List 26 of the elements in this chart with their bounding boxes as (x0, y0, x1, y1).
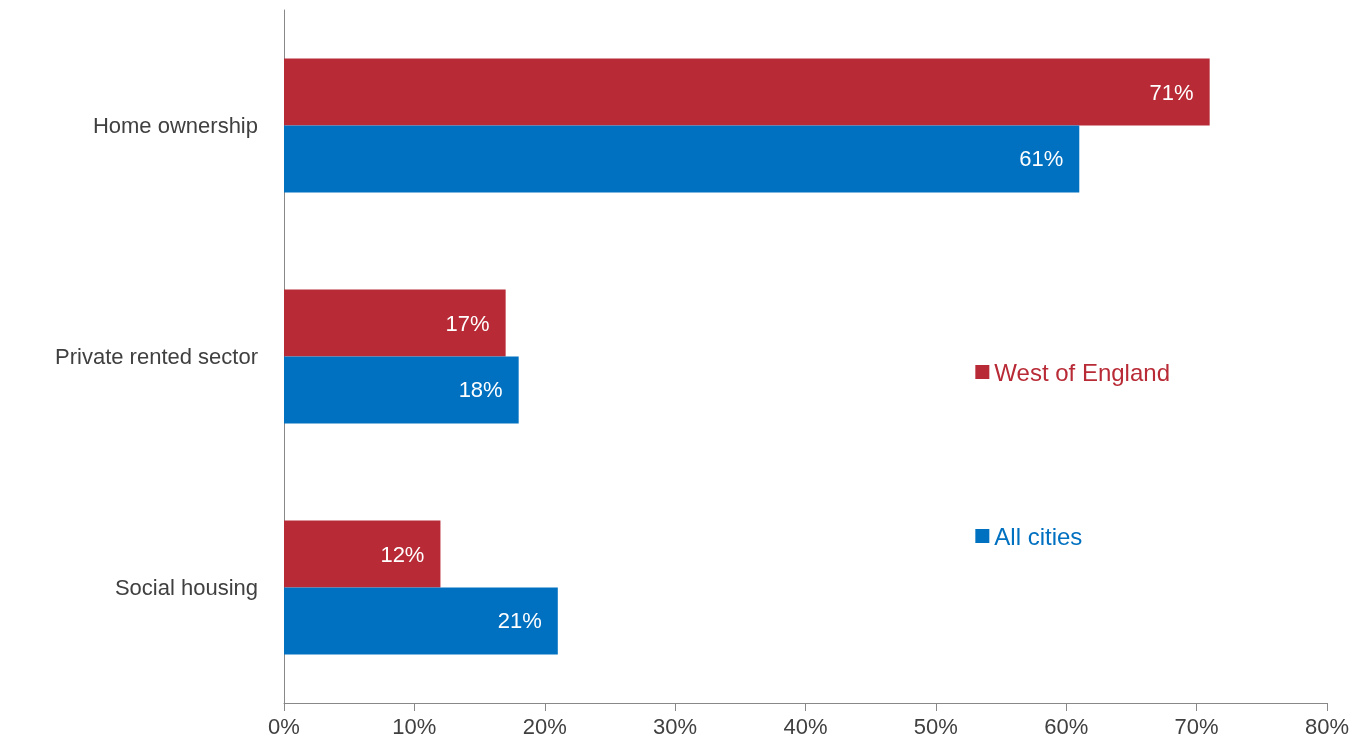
x-tick-label: 50% (913, 713, 958, 739)
y-tick-label: Private rented sector (55, 344, 258, 369)
x-tick-label: 40% (783, 713, 828, 739)
x-tick-label: 20% (522, 713, 567, 739)
x-tick-label: 10% (392, 713, 437, 739)
data-label: 17% (445, 310, 490, 336)
data-label: 71% (1149, 79, 1194, 105)
x-tick-label: 60% (1044, 713, 1089, 739)
bar (284, 520, 441, 588)
x-tick-label: 0% (268, 713, 300, 739)
x-tick-label: 80% (1304, 713, 1350, 739)
data-label: 61% (1019, 146, 1064, 172)
y-tick-label: Social housing (114, 575, 258, 600)
bar (284, 125, 1080, 193)
y-tick-label: Home ownership (92, 113, 258, 138)
bar (284, 289, 506, 357)
bar (284, 58, 1210, 126)
bar (284, 587, 558, 655)
x-tick-label: 30% (653, 713, 698, 739)
legend-label: All cities (994, 522, 1083, 550)
bar (284, 356, 519, 424)
data-label: 21% (497, 608, 542, 634)
data-label: 12% (380, 541, 425, 567)
x-tick-label: 70% (1174, 713, 1219, 739)
legend-label: West of England (994, 358, 1171, 386)
data-label: 18% (458, 377, 503, 403)
